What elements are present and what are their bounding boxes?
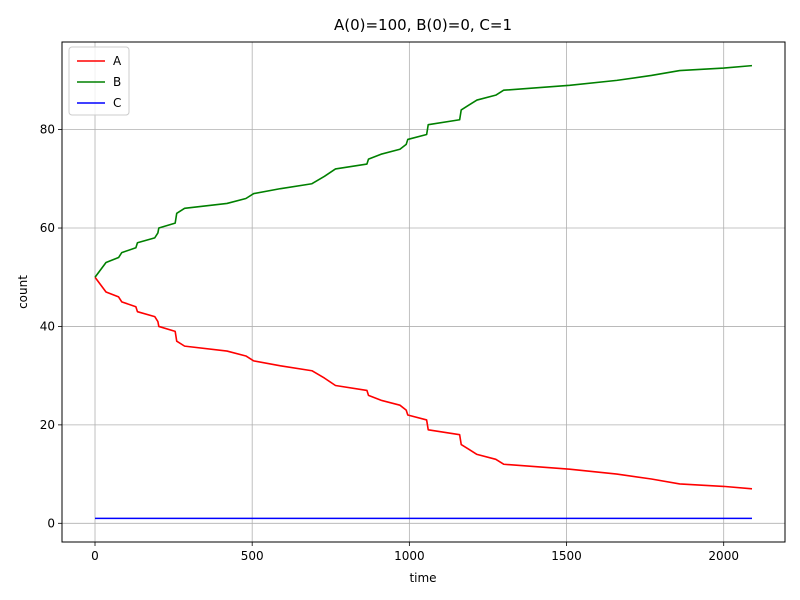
x-tick-label: 2000 [708, 549, 739, 563]
y-tick-label: 40 [40, 319, 55, 333]
x-tick-label: 0 [91, 549, 99, 563]
x-tick-label: 1500 [551, 549, 582, 563]
y-tick-label: 80 [40, 123, 55, 137]
y-tick-label: 60 [40, 221, 55, 235]
series-lines [94, 64, 753, 520]
legend-label-a: A [113, 54, 122, 68]
series-line-a [94, 276, 753, 490]
x-tick-label: 500 [241, 549, 264, 563]
y-axis-title: count [16, 275, 30, 309]
series-line-b [94, 64, 753, 278]
y-tick-label: 0 [47, 516, 55, 530]
chart-title: A(0)=100, B(0)=0, C=1 [334, 16, 512, 34]
axis-ticks: 0 500 1000 1500 2000 0 20 40 60 80 [40, 123, 739, 563]
plot-frame [61, 41, 786, 543]
grid [62, 42, 785, 542]
x-axis-title: time [409, 571, 436, 585]
legend-box [68, 46, 130, 116]
legend-label-b: B [113, 75, 121, 89]
legend-label-c: C [113, 96, 121, 110]
x-tick-label: 1000 [394, 549, 425, 563]
y-tick-label: 20 [40, 418, 55, 432]
legend: ABC [68, 46, 130, 116]
